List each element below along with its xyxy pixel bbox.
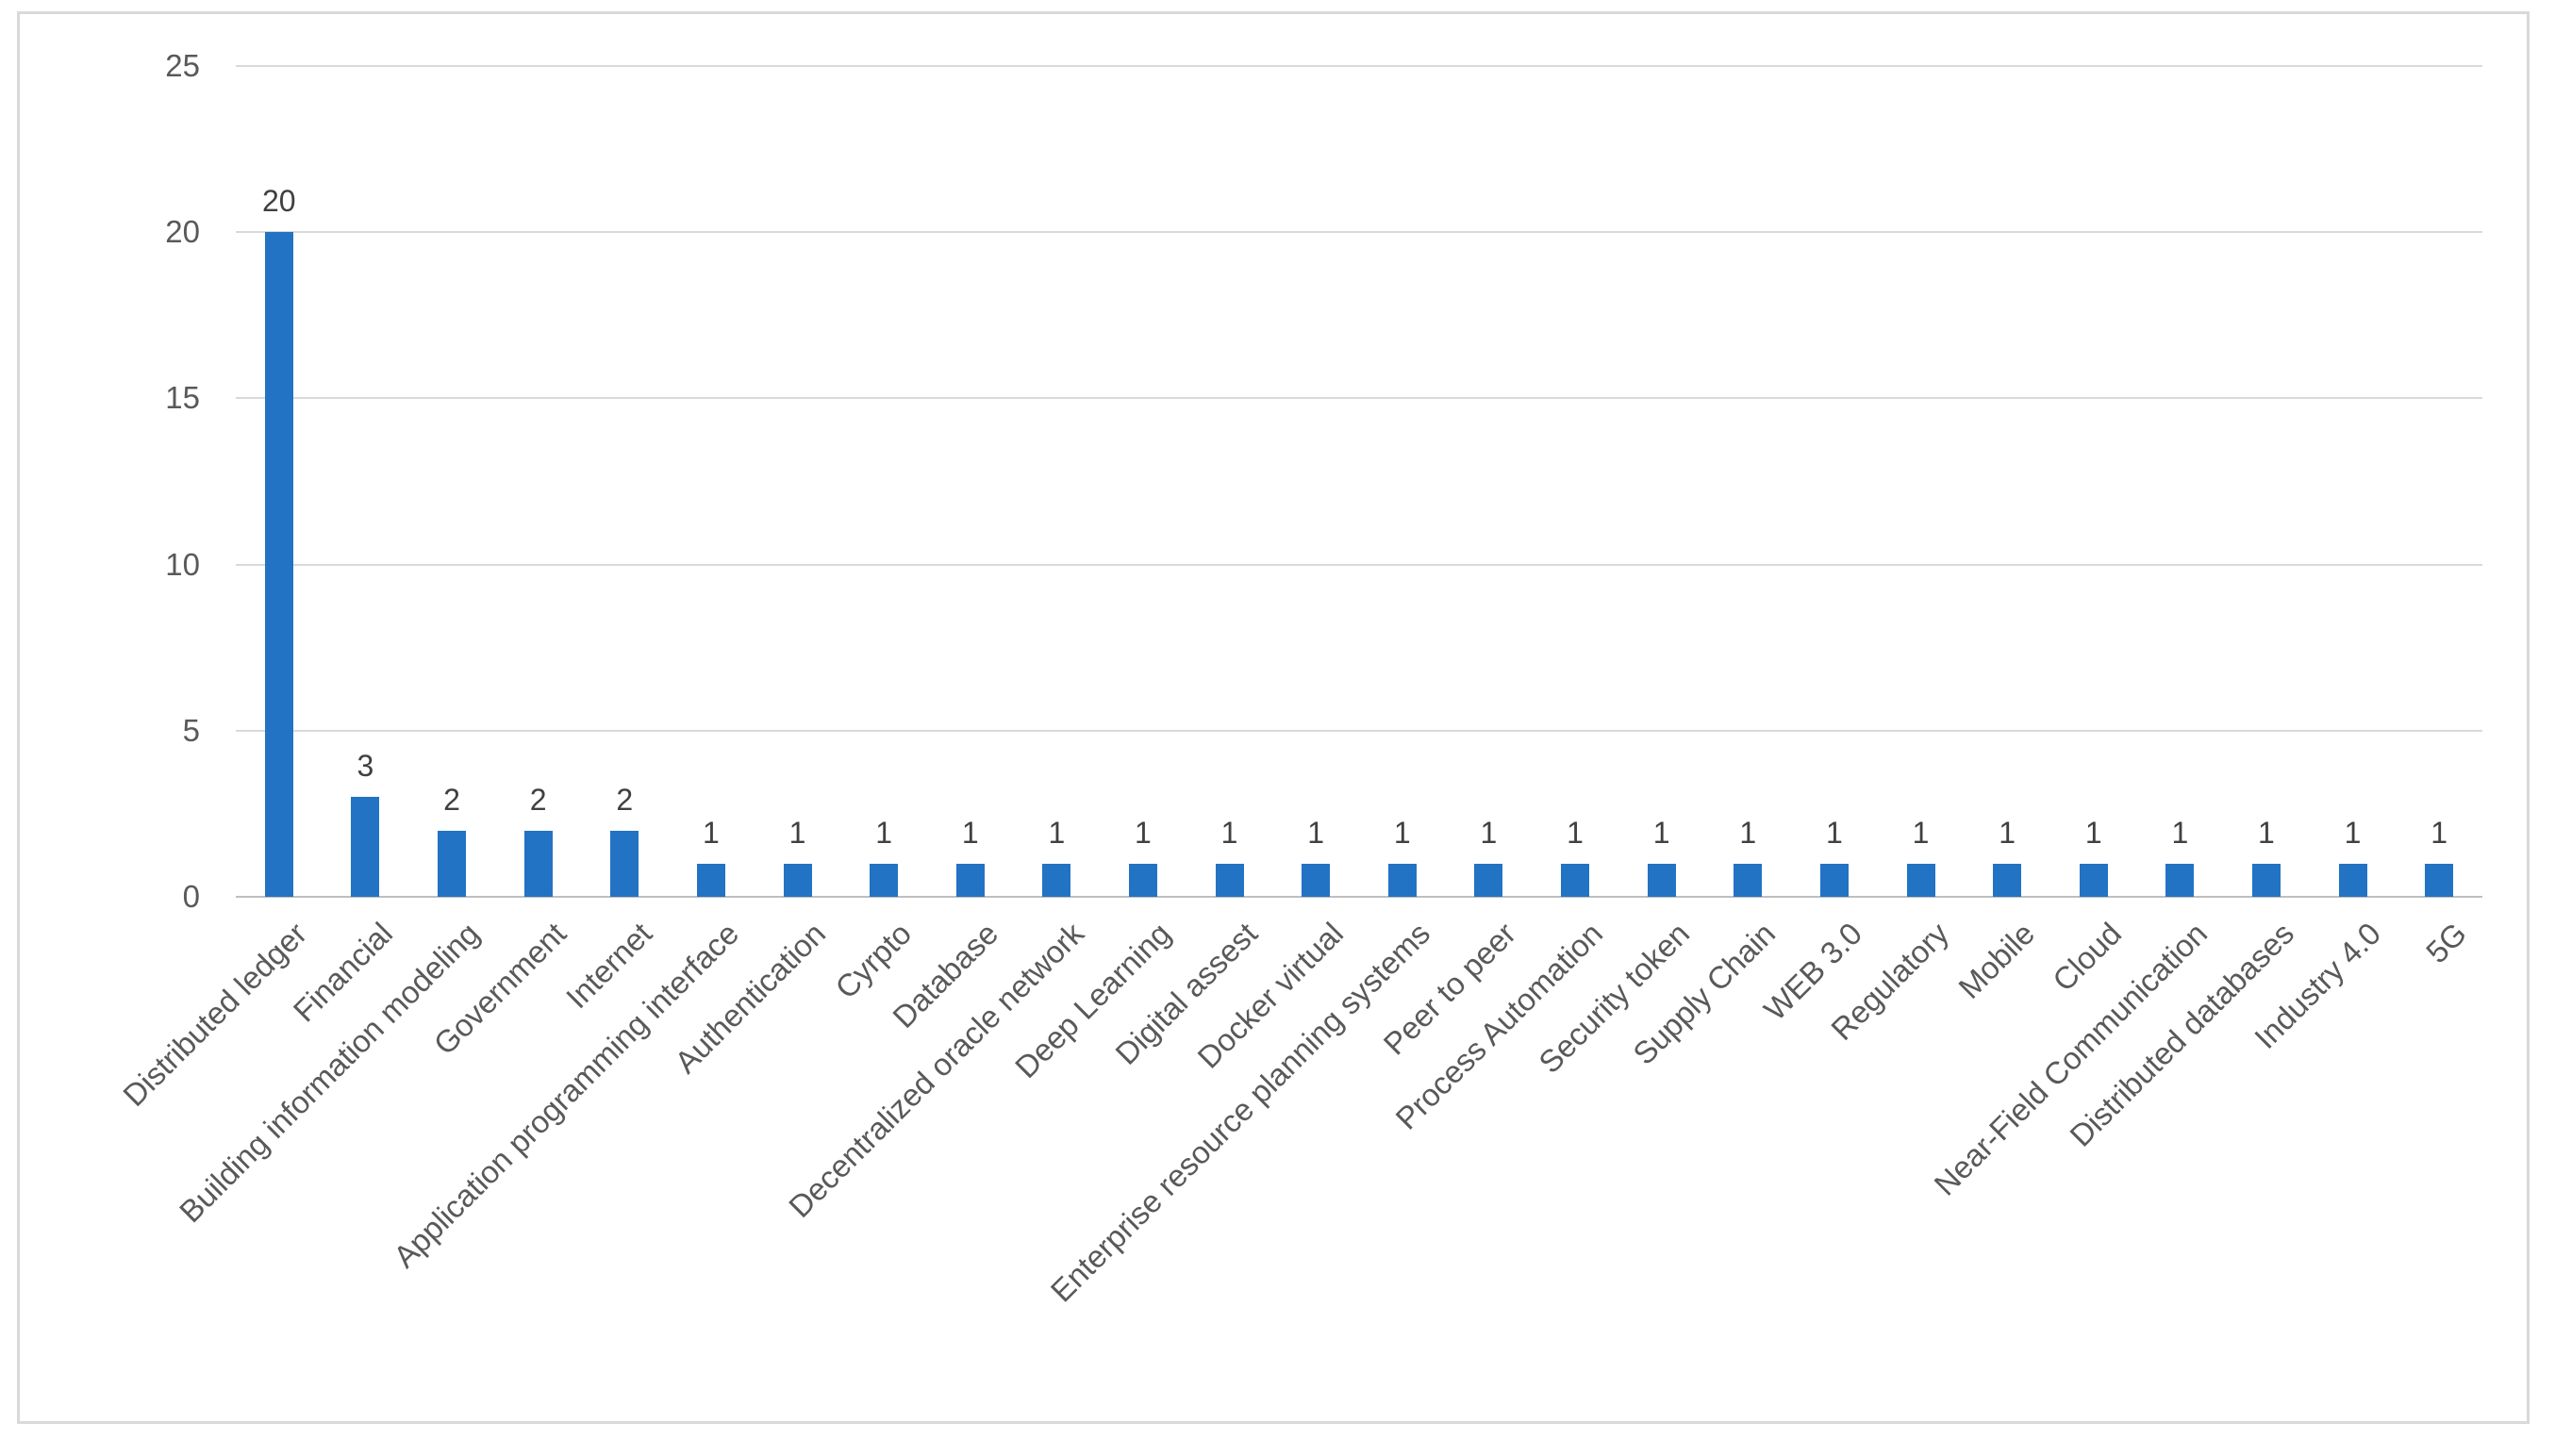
bar-value-label: 1	[1652, 815, 1670, 850]
bar	[870, 863, 899, 897]
bar-value-label: 1	[1739, 815, 1757, 850]
figure-border	[17, 11, 2530, 1424]
y-axis-tick-label: 5	[182, 712, 200, 748]
bar-value-label: 1	[2431, 815, 2448, 850]
bar	[1128, 863, 1157, 897]
bar-value-label: 1	[961, 815, 979, 850]
bar-value-label: 1	[2171, 815, 2189, 850]
bar	[523, 830, 553, 897]
bar-value-label: 1	[1480, 815, 1498, 850]
bar-value-label: 1	[702, 815, 720, 850]
bar-value-label: 1	[1220, 815, 1238, 850]
bar	[2338, 863, 2367, 897]
y-axis-tick-label: 10	[165, 546, 200, 582]
bar	[2165, 863, 2195, 897]
bar-value-label: 20	[262, 184, 296, 219]
bar-value-label: 1	[1825, 815, 1843, 850]
bar	[1042, 863, 1071, 897]
bar-value-label: 1	[1307, 815, 1325, 850]
y-axis-tick-label: 15	[165, 380, 200, 416]
y-axis-tick-label: 25	[165, 48, 200, 83]
bar-value-label: 3	[357, 749, 374, 784]
bar	[1906, 863, 1935, 897]
bar	[1302, 863, 1331, 897]
bar-value-label: 2	[616, 782, 634, 817]
gridline-y-25	[236, 65, 2482, 67]
bar-value-label: 1	[1393, 815, 1411, 850]
bar	[1474, 863, 1503, 897]
bar	[610, 830, 639, 897]
gridline-y-20	[236, 231, 2482, 234]
bar	[2251, 863, 2281, 897]
bar-value-label: 1	[2084, 815, 2102, 850]
bar	[2079, 863, 2108, 897]
bar	[351, 797, 380, 897]
bar	[2425, 863, 2454, 897]
bar	[955, 863, 985, 897]
bar-value-label: 1	[2344, 815, 2362, 850]
bar-value-label: 2	[443, 782, 460, 817]
bar	[438, 830, 467, 897]
bar	[783, 863, 812, 897]
bar	[696, 863, 725, 897]
bar	[264, 232, 293, 897]
bar-value-label: 2	[529, 782, 547, 817]
bar-value-label: 1	[2258, 815, 2275, 850]
bar-value-label: 1	[1135, 815, 1152, 850]
bar	[1561, 863, 1590, 897]
bar	[1734, 863, 1763, 897]
gridline-y-15	[236, 397, 2482, 400]
gridline-y-5	[236, 729, 2482, 732]
bar	[1819, 863, 1849, 897]
x-axis-line	[236, 896, 2482, 898]
bar-value-label: 1	[788, 815, 806, 850]
bar	[1387, 863, 1417, 897]
bar-value-label: 1	[1048, 815, 1066, 850]
bar	[1647, 863, 1676, 897]
gridline-y-10	[236, 563, 2482, 566]
bar-value-label: 1	[1999, 815, 2016, 850]
y-axis-tick-label: 20	[165, 214, 200, 250]
bar-value-label: 1	[1567, 815, 1584, 850]
bar-value-label: 1	[1912, 815, 1930, 850]
y-axis-tick-label: 0	[182, 879, 200, 914]
bar	[1215, 863, 1244, 897]
bar-value-label: 1	[875, 815, 892, 850]
bar	[1993, 863, 2022, 897]
